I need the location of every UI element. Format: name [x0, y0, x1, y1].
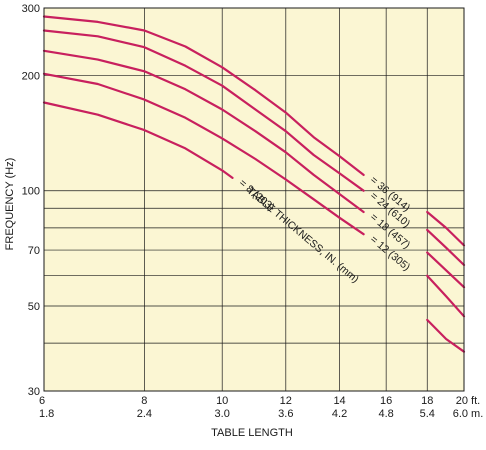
frequency-curves	[42, 15, 466, 353]
x-tick-label: 10	[216, 395, 228, 407]
x-tick-sublabel: 4.8	[379, 408, 394, 420]
series-line	[42, 49, 365, 214]
series-line	[426, 251, 466, 289]
series-line	[426, 228, 466, 267]
y-tick-label: 70	[28, 245, 40, 257]
x-axis-ticks: 61.8 82.4 103.0 123.6 144.2 164.8 185.4 20 ft.6…	[39, 395, 483, 420]
series-line	[426, 318, 466, 353]
series-line	[42, 72, 365, 236]
series-line	[42, 29, 365, 192]
plot-area	[44, 8, 464, 391]
x-tick-sublabel: 3.6	[278, 408, 293, 420]
x-tick-label: 16	[380, 395, 392, 407]
x-tick-label: 6	[39, 395, 45, 407]
plot-frame	[43, 7, 465, 392]
x-tick-label: 8	[141, 395, 147, 407]
y-tick-label: 200	[22, 70, 40, 82]
y-tick-label: 100	[22, 186, 40, 198]
x-tick-sublabel: 2.4	[137, 408, 152, 420]
x-tick-sublabel: 3.0	[215, 408, 230, 420]
x-axis-title: TABLE LENGTH	[211, 427, 293, 439]
y-tick-label: 300	[22, 3, 40, 15]
y-tick-label: 30	[28, 386, 40, 398]
series-line	[426, 274, 466, 318]
series-line	[42, 15, 365, 176]
x-tick-label: 12	[280, 395, 292, 407]
x-tick-label: 14	[333, 395, 345, 407]
series-line	[426, 210, 466, 247]
x-tick-label: 20 ft.	[456, 395, 480, 407]
series-line	[42, 101, 234, 179]
y-axis-ticks: 30 50 70 100 200 300	[22, 3, 40, 398]
y-axis-title: FREQUENCY (Hz)	[4, 158, 16, 251]
x-tick-sublabel: 1.8	[39, 408, 54, 420]
x-tick-sublabel: 4.2	[332, 408, 347, 420]
x-tick-sublabel: 6.0 m.	[453, 408, 484, 420]
x-tick-label: 18	[421, 395, 433, 407]
x-tick-sublabel: 5.4	[420, 408, 435, 420]
y-tick-label: 50	[28, 301, 40, 313]
